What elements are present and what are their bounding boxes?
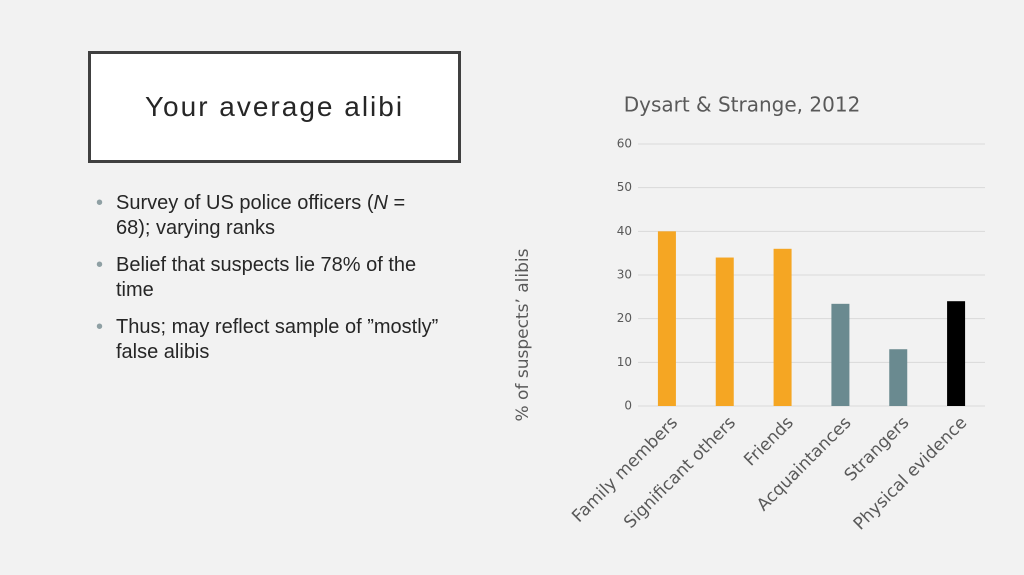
bullet-text: N bbox=[373, 192, 388, 214]
bullet: Thus; may reflect sample of ”mostly” fal… bbox=[96, 315, 441, 365]
bullet: Belief that suspects lie 78% of the time bbox=[96, 253, 441, 303]
bullet-text: Belief that suspects lie 78% of the time bbox=[116, 254, 417, 301]
y-tick-label: 40 bbox=[617, 224, 632, 238]
y-tick-label: 20 bbox=[617, 311, 632, 325]
y-tick-label: 50 bbox=[617, 180, 632, 194]
bullet-text: Thus; may reflect sample of ”mostly” fal… bbox=[116, 316, 439, 363]
bar bbox=[657, 231, 676, 406]
x-tick-label: Family members bbox=[568, 413, 682, 527]
bar bbox=[831, 303, 850, 406]
chart-title: Dysart & Strange, 2012 bbox=[624, 93, 861, 117]
x-tick-label: Significant others bbox=[620, 413, 740, 533]
x-tick-label: Physical evidence bbox=[850, 413, 971, 534]
bullet: Survey of US police officers (N = 68); v… bbox=[96, 191, 441, 241]
bullet-text: = 68); varying ranks bbox=[116, 192, 406, 239]
x-tick-label: Friends bbox=[740, 413, 797, 470]
bullet-text: Survey of US police officers ( bbox=[116, 192, 374, 214]
bar bbox=[715, 257, 734, 406]
y-axis-label: % of suspects’ alibis bbox=[513, 248, 533, 421]
y-tick-label: 60 bbox=[617, 137, 632, 151]
y-tick-label: 30 bbox=[617, 268, 632, 282]
bar bbox=[773, 248, 792, 406]
slide-title: Your average alibi bbox=[88, 51, 461, 163]
bar bbox=[947, 301, 966, 406]
bullet-list: Survey of US police officers (N = 68); v… bbox=[96, 191, 441, 377]
y-tick-label: 10 bbox=[617, 355, 632, 369]
bar bbox=[889, 349, 908, 406]
y-tick-label: 0 bbox=[624, 399, 632, 413]
